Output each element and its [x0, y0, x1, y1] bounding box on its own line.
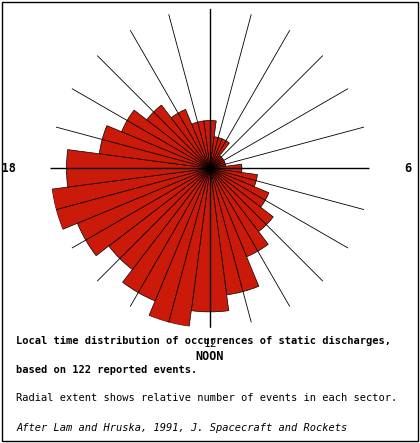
Bar [210, 168, 268, 257]
Bar [147, 105, 210, 168]
Bar [210, 139, 229, 168]
Bar [109, 168, 210, 269]
Bar [210, 168, 273, 232]
Bar [210, 155, 223, 168]
Text: 6 DAWN: 6 DAWN [404, 162, 420, 175]
Bar [210, 137, 222, 168]
Bar [52, 168, 210, 229]
Text: 12: 12 [203, 338, 217, 349]
Bar [123, 168, 210, 301]
Bar [192, 121, 210, 168]
Bar [210, 168, 257, 187]
Text: NOON: NOON [196, 350, 224, 363]
Bar [99, 126, 210, 168]
Bar [210, 168, 259, 295]
Bar [122, 110, 210, 168]
Bar [149, 168, 210, 326]
Bar [204, 120, 216, 168]
Text: Radial extent shows relative number of events in each sector.: Radial extent shows relative number of e… [16, 393, 398, 403]
Text: based on 122 reported events.: based on 122 reported events. [16, 365, 198, 376]
Bar [171, 109, 210, 168]
Bar [210, 162, 226, 168]
Bar [191, 168, 229, 312]
Bar [77, 168, 210, 256]
Text: DUSK 18: DUSK 18 [0, 162, 16, 175]
Bar [210, 164, 242, 172]
Text: Local time distribution of occurrences of static discharges,: Local time distribution of occurrences o… [16, 336, 391, 346]
Bar [66, 150, 210, 187]
Bar [210, 168, 269, 207]
Bar [210, 159, 225, 168]
Text: After Lam and Hruska, 1991, J. Spacecraft and Rockets: After Lam and Hruska, 1991, J. Spacecraf… [16, 423, 348, 433]
